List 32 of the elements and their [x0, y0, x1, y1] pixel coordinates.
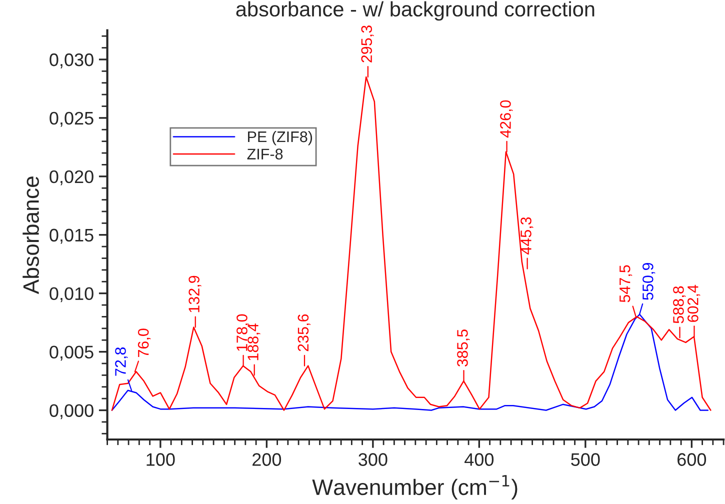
annotation: 235,6	[298, 314, 310, 352]
y-tick-label: 0,030	[50, 53, 94, 68]
legend-label: ZIF-8	[247, 148, 283, 160]
annotation: 76,0	[138, 328, 151, 357]
y-tick-label: 0,000	[50, 404, 94, 420]
y-tick-label: 0,005	[50, 346, 94, 361]
chart-title: absorbance - w/ background correction	[236, 1, 594, 21]
annotation: 550,9	[642, 262, 656, 300]
annotation: 295,3	[361, 26, 374, 62]
annotation: 602,4	[688, 284, 700, 322]
x-tick-label: 100	[146, 453, 175, 466]
y-tick-label: 0,010	[50, 287, 94, 302]
x-tick-label: 600	[678, 453, 706, 466]
y-axis-title: Absorbance	[22, 176, 39, 294]
annotation: 178,0	[236, 314, 250, 351]
annotation: 426,0	[500, 100, 513, 138]
legend-label: PE (ZIF8)	[248, 130, 312, 146]
annotation: 385,5	[457, 330, 470, 367]
annotation: 132,9	[188, 276, 202, 312]
annotation: 188,4	[248, 324, 260, 360]
y-tick-label: 0,025	[50, 112, 94, 127]
x-tick-label: 500	[571, 453, 600, 466]
annotation: 445,3	[520, 217, 534, 255]
x-tick-label: 300	[358, 453, 388, 466]
x-axis-title: Wavenumber (cm$^{−1}$)	[312, 475, 518, 500]
x-tick-label: 400	[464, 453, 494, 466]
annotation: 72,8	[115, 347, 128, 376]
y-tick-label: 0,020	[50, 170, 94, 186]
y-tick-label: 0,015	[50, 228, 94, 244]
annotation: 588,8	[673, 286, 686, 324]
annotation: 547,5	[620, 265, 632, 302]
x-tick-label: 200	[252, 453, 282, 466]
